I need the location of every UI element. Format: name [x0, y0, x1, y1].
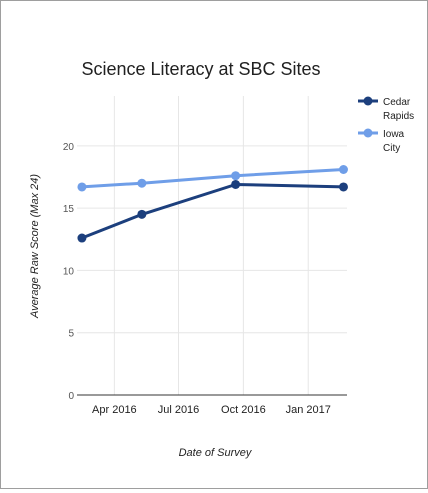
- legend-label: Iowa: [383, 129, 405, 140]
- x-tick-label: Apr 2016: [92, 404, 137, 416]
- data-point: [231, 179, 241, 189]
- legend-label: City: [383, 143, 400, 154]
- y-tick-label: 15: [63, 204, 75, 215]
- x-tick-label: Oct 2016: [221, 404, 266, 416]
- data-point: [338, 165, 348, 175]
- legend-label: Rapids: [383, 111, 414, 122]
- plot-grid: [77, 96, 347, 395]
- legend-swatch-marker: [363, 96, 373, 106]
- legend-label: Cedar: [383, 97, 411, 108]
- legend-swatch-marker: [363, 128, 373, 138]
- series-layer: [77, 165, 348, 243]
- data-point: [77, 233, 87, 243]
- y-tick-label: 10: [63, 266, 75, 277]
- x-tick-label: Jul 2016: [158, 404, 200, 416]
- data-point: [137, 209, 147, 219]
- data-point: [137, 178, 147, 188]
- data-point: [231, 171, 241, 181]
- chart-title: Science Literacy at SBC Sites: [81, 59, 320, 79]
- axes: 0 5 10 15 20 Apr 2016 Jul 2016 Oct 2016 Jan 2017: [63, 142, 347, 416]
- y-tick-label: 0: [68, 391, 74, 402]
- data-point: [338, 182, 348, 192]
- legend: Cedar Rapids Iowa City: [358, 96, 414, 154]
- x-axis-title: Date of Survey: [179, 447, 253, 459]
- data-point: [77, 182, 87, 192]
- y-axis-title: Average Raw Score (Max 24): [29, 174, 41, 319]
- y-tick-label: 20: [63, 142, 75, 153]
- series-line: [81, 183, 344, 240]
- y-tick-label: 5: [68, 329, 74, 340]
- x-tick-label: Jan 2017: [286, 404, 331, 416]
- series-line: [81, 168, 344, 189]
